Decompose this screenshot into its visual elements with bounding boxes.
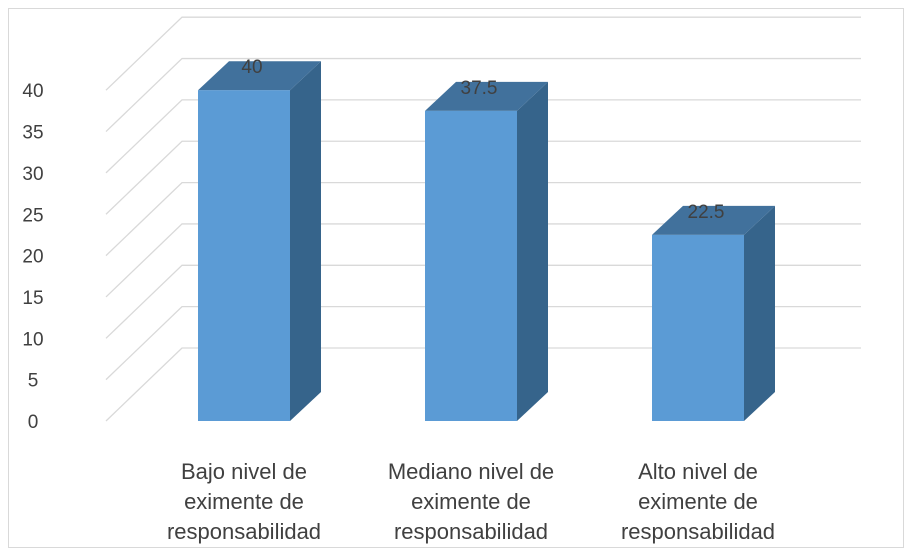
chart-frame: 0 5 10 15 20 25 30 35 40 40 Bajo nivel de eximente … [8,8,904,548]
bar-top [652,205,775,235]
y-tick-label: 35 [22,123,43,144]
gridline [105,16,861,91]
bar [652,234,744,421]
y-tick-label: 40 [22,81,43,102]
gridline [105,140,861,215]
category-label: Alto nivel de [638,459,758,484]
gridline [105,57,861,133]
bar-top [425,81,548,111]
bar-top [198,61,321,91]
data-label: 37.5 [461,78,498,99]
y-tick-label: 15 [22,288,43,309]
gridline [105,99,861,174]
bar-side [517,81,548,421]
category-label: responsabilidad [167,519,321,544]
bar-chart: 0 5 10 15 20 25 30 35 40 40 Bajo nivel de eximente … [22,16,861,544]
category-label: responsabilidad [621,519,775,544]
category-label: responsabilidad [394,519,548,544]
category-label: eximente de [184,489,304,514]
data-label: 22.5 [688,202,725,223]
bar [198,90,290,421]
category-label: eximente de [411,489,531,514]
category-label: Mediano nivel de [388,459,554,484]
y-tick-label: 25 [22,205,43,226]
bar-side [744,205,775,421]
category-label: Bajo nivel de [181,459,307,484]
gridline [105,264,861,339]
y-tick-label: 10 [22,329,43,350]
labels: 0 5 10 15 20 25 30 35 40 40 Bajo nivel de eximente … [22,57,775,544]
gridline [105,223,861,298]
gridlines [105,16,861,422]
gridline [105,347,861,422]
y-tick-label: 0 [28,412,39,433]
y-tick-label: 20 [22,247,43,268]
bars [198,61,775,421]
data-label: 40 [241,57,262,78]
category-label: eximente de [638,489,758,514]
bar-side [290,61,321,421]
gridline [105,181,861,257]
bar [425,110,517,421]
y-tick-label: 5 [28,371,39,392]
y-tick-label: 30 [22,164,43,185]
gridline [105,305,861,381]
